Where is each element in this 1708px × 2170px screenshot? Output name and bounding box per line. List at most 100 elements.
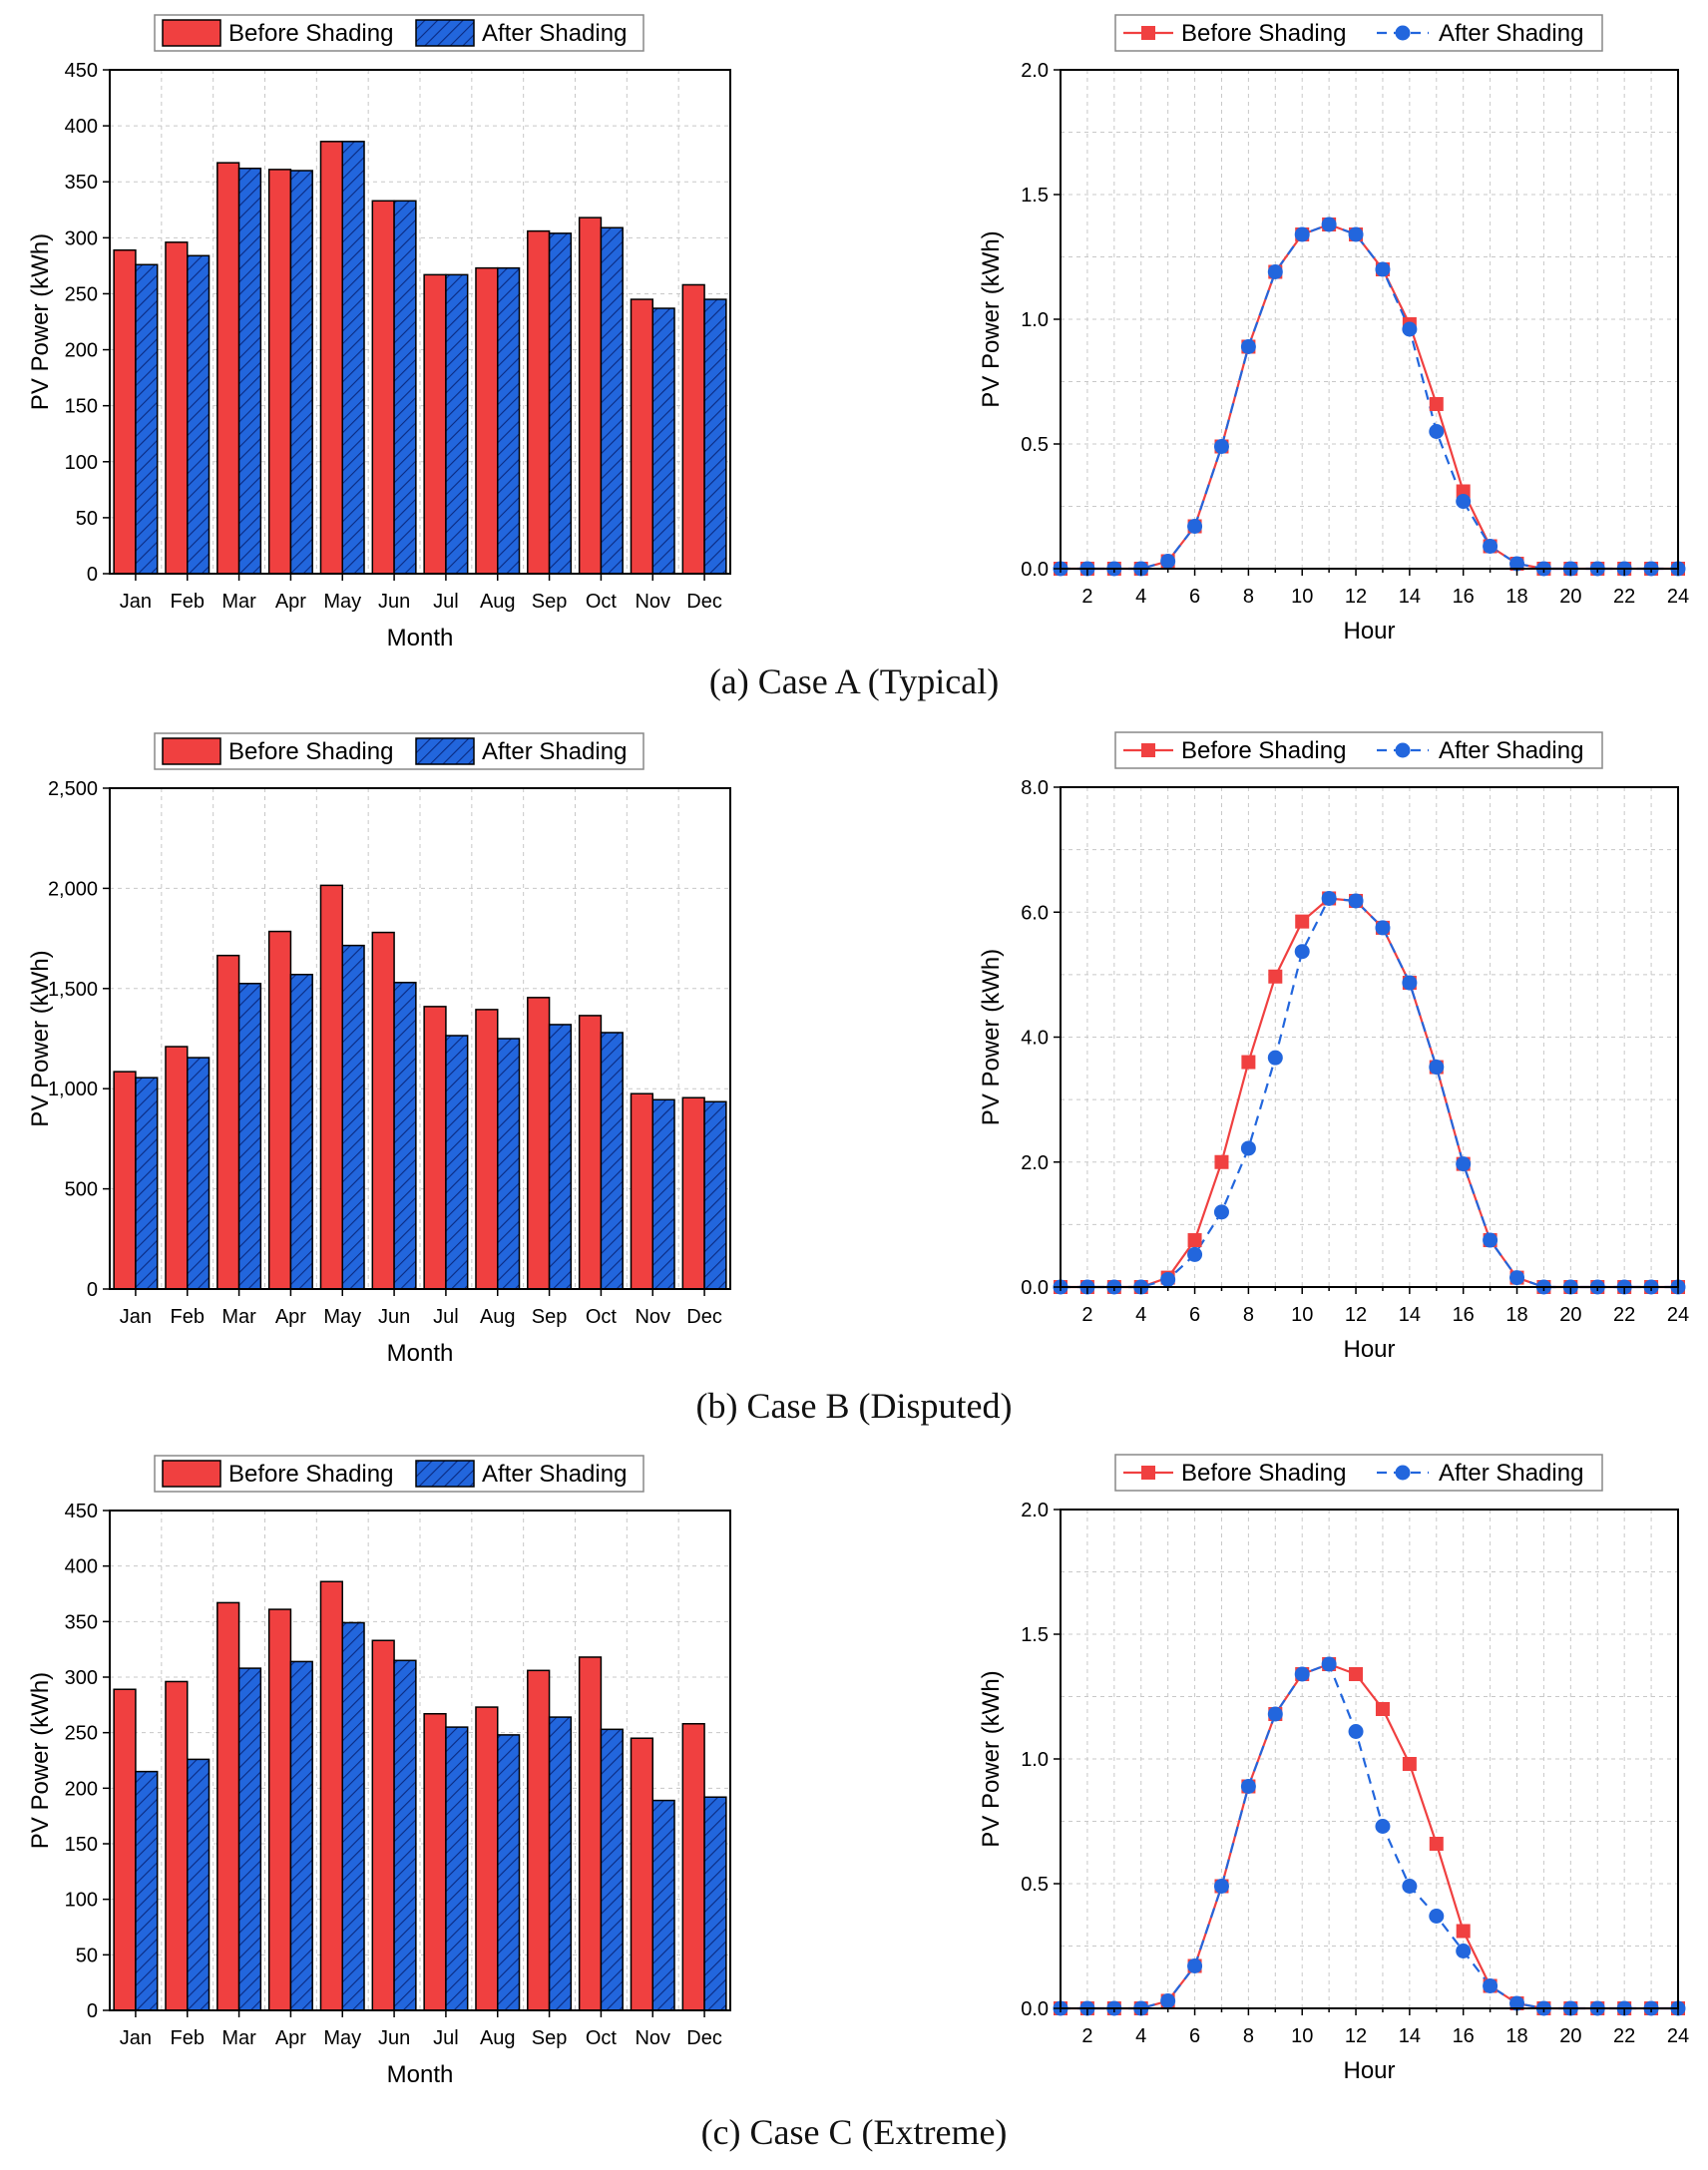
bar-after-aug (497, 266, 521, 575)
bar-after-sep (548, 1716, 573, 2011)
x-tick-label: Sep (532, 1306, 568, 1328)
y-tick-label: 0.5 (1021, 1874, 1049, 1896)
legend-box (1114, 731, 1603, 769)
bar-before-jul (423, 1712, 447, 2011)
y-tick-label: 4.0 (1021, 1028, 1049, 1050)
point-after-h10 (1294, 1666, 1310, 1682)
y-tick-label: 250 (65, 283, 98, 305)
bar-after-nov (651, 307, 675, 575)
bar-before-jan (113, 1688, 137, 2011)
point-before-h14 (1402, 1757, 1417, 1771)
bar-before-aug (475, 1706, 499, 2011)
y-tick-label: 350 (65, 1611, 98, 1633)
y-tick-label: 1.0 (1021, 309, 1049, 331)
bar-after-mar (237, 168, 262, 575)
x-axis-label: Month (387, 625, 454, 651)
legend-label-before: Before Shading (1181, 1460, 1346, 1487)
y-tick-label: 0.0 (1021, 559, 1049, 581)
bar-after-aug (497, 1734, 521, 2011)
point-after-h11 (1321, 1656, 1337, 1672)
legend-swatch-after (415, 19, 475, 47)
point-before-h13 (1375, 1702, 1390, 1716)
x-tick-label: 18 (1505, 586, 1527, 608)
bar-chart-4: Jan Feb Mar Apr May Jun Jul Aug Sep Oct Nov Dec 0 50 1… (27, 1455, 731, 2088)
point-after-h9 (1267, 264, 1283, 279)
x-tick-label: May (323, 2027, 361, 2049)
bar-after-mar (237, 1667, 262, 2011)
point-after-h8 (1240, 1140, 1256, 1156)
point-before-h8 (1241, 1055, 1256, 1070)
y-tick-label: 2.0 (1021, 60, 1049, 82)
x-tick-label: 20 (1559, 586, 1581, 608)
legend-label-after: After Shading (482, 1461, 627, 1488)
legend-box (1114, 1454, 1603, 1492)
y-tick-label: 0 (87, 1279, 98, 1301)
x-tick-label: 24 (1667, 2025, 1689, 2047)
bar-after-jan (135, 1077, 159, 1290)
legend-marker-after (1395, 742, 1411, 758)
y-axis-label: PV Power (kWh) (978, 1670, 1005, 1847)
x-tick-label: 14 (1399, 586, 1421, 608)
legend-swatch-before (162, 19, 221, 47)
x-tick-label: Nov (635, 591, 670, 613)
bar-after-oct (600, 226, 624, 575)
x-tick-label: Sep (532, 591, 568, 613)
x-tick-label: 18 (1505, 2025, 1527, 2047)
point-after-h9 (1267, 1706, 1283, 1722)
legend-label-before: Before Shading (228, 1461, 393, 1488)
point-after-h17 (1483, 1978, 1498, 1993)
x-tick-label: Feb (171, 1306, 205, 1328)
point-after-h12 (1348, 1724, 1364, 1739)
bar-before-jun (371, 931, 395, 1290)
y-tick-label: 300 (65, 1667, 98, 1689)
x-tick-label: Jan (120, 2027, 152, 2049)
caption-case-b: (b) Case B (Disputed) (695, 1386, 1013, 1426)
series-line-after (1061, 222, 1678, 571)
bar-after-may (341, 1621, 365, 2011)
x-tick-label: 8 (1243, 1304, 1254, 1326)
bar-before-mar (216, 162, 240, 575)
legend-label-before: Before Shading (228, 20, 393, 47)
bar-before-oct (578, 1015, 603, 1290)
y-tick-label: 6.0 (1021, 902, 1049, 924)
point-after-h16 (1456, 1156, 1472, 1172)
x-tick-label: 2 (1081, 2025, 1092, 2047)
bar-before-dec (681, 1096, 705, 1290)
y-tick-label: 2,000 (48, 878, 98, 900)
y-tick-label: 0.0 (1021, 1998, 1049, 2020)
x-tick-label: Dec (686, 591, 722, 613)
bar-after-apr (289, 973, 313, 1290)
point-after-h11 (1321, 217, 1337, 232)
y-tick-label: 300 (65, 227, 98, 249)
point-after-h14 (1402, 1879, 1418, 1894)
bar-before-may (319, 141, 344, 575)
bar-before-jan (113, 248, 137, 575)
legend-swatch-before (162, 737, 221, 765)
series-line-before (1061, 1662, 1678, 2010)
y-tick-label: 1.5 (1021, 185, 1049, 207)
x-tick-label: 10 (1291, 2025, 1313, 2047)
legend-marker-after (1395, 25, 1411, 41)
bar-before-may (319, 884, 344, 1290)
y-tick-label: 450 (65, 60, 98, 82)
bar-after-nov (651, 1098, 675, 1290)
point-after-h18 (1509, 1270, 1525, 1286)
bar-after-oct (600, 1728, 624, 2011)
x-tick-label: 2 (1081, 586, 1092, 608)
x-tick-label: Nov (635, 2027, 670, 2049)
x-tick-label: Sep (532, 2027, 568, 2049)
bar-after-sep (548, 1024, 573, 1290)
bar-after-aug (497, 1038, 521, 1290)
point-before-h6 (1187, 1233, 1202, 1248)
bar-after-jul (445, 1726, 469, 2011)
x-tick-label: 20 (1559, 2025, 1581, 2047)
x-axis-label: Month (387, 1340, 454, 1367)
point-after-h7 (1213, 1204, 1229, 1220)
x-tick-label: Dec (686, 2027, 722, 2049)
bar-after-oct (600, 1032, 624, 1290)
y-tick-label: 400 (65, 116, 98, 138)
legend-marker-before (1141, 26, 1155, 40)
x-tick-label: Jul (433, 2027, 459, 2049)
y-tick-label: 2.0 (1021, 1500, 1049, 1521)
x-tick-label: Oct (586, 1306, 618, 1328)
